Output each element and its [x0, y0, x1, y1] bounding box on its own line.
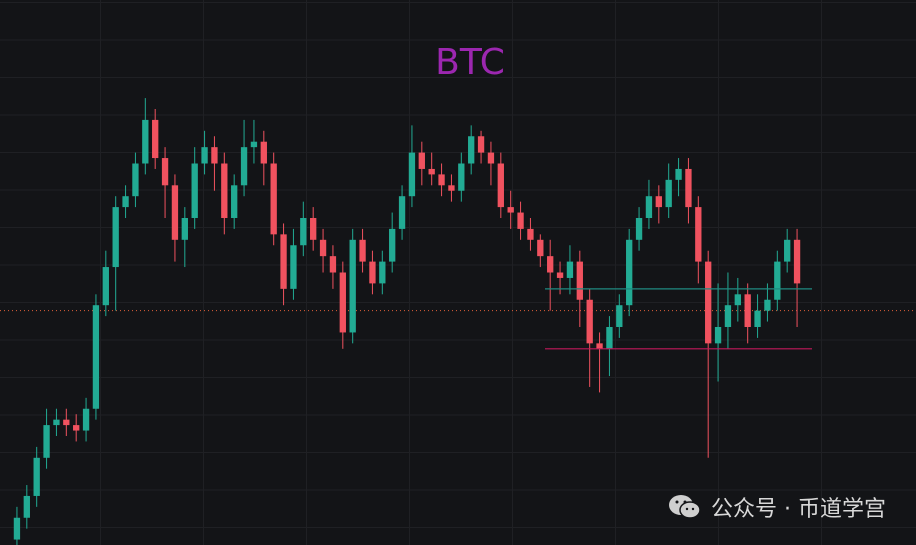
- wechat-icon: [669, 495, 701, 519]
- candle-body: [82, 408, 90, 431]
- candle-body: [43, 425, 50, 458]
- candle-body: [408, 152, 416, 197]
- candle-body: [418, 152, 425, 169]
- candle-body: [398, 196, 406, 229]
- candle-body: [379, 261, 386, 284]
- chart-title: BTC: [435, 42, 505, 83]
- candle-body: [73, 425, 80, 431]
- candle-body: [556, 272, 564, 278]
- candle-body: [270, 163, 277, 235]
- candle-body: [102, 267, 109, 306]
- candle-body: [122, 196, 129, 208]
- candle-body: [23, 495, 30, 518]
- candle-body: [280, 234, 287, 289]
- candle-body: [181, 218, 188, 240]
- candle-body: [714, 327, 722, 344]
- candle-body: [33, 457, 40, 496]
- candle-body: [428, 168, 435, 175]
- candle-body: [537, 239, 544, 257]
- candle-body: [616, 305, 623, 327]
- candle-body: [724, 305, 732, 327]
- candle-body: [695, 207, 702, 262]
- candle-body: [635, 218, 643, 240]
- candle-body: [319, 239, 327, 257]
- candle-body: [389, 228, 396, 262]
- candle-body: [250, 141, 258, 148]
- candle-body: [112, 207, 119, 268]
- candle-body: [547, 256, 554, 273]
- candle-body: [527, 228, 534, 240]
- candle-body: [665, 179, 672, 208]
- candle-body: [606, 327, 613, 349]
- candle-body: [487, 152, 495, 164]
- candle-body: [201, 147, 208, 164]
- candle-body: [754, 310, 761, 327]
- candle-body: [171, 185, 179, 240]
- candle-body: [349, 239, 356, 333]
- candle-body: [448, 185, 455, 191]
- candle-body: [290, 245, 297, 289]
- candle-body: [774, 261, 781, 300]
- candle-body: [764, 299, 771, 311]
- candle-body: [359, 239, 366, 262]
- candle-body: [92, 305, 100, 409]
- candle-body: [329, 256, 337, 273]
- candle-body: [734, 294, 741, 306]
- candle-body: [675, 168, 682, 180]
- candle-body: [310, 218, 317, 240]
- candle-body: [566, 261, 574, 278]
- candle-body: [63, 419, 70, 426]
- candle-body: [369, 261, 376, 284]
- candle-body: [300, 218, 307, 246]
- candle-body: [517, 212, 524, 229]
- candle-body: [477, 136, 485, 153]
- candle-body: [645, 196, 653, 218]
- candle-body: [191, 163, 198, 218]
- candle-body: [685, 168, 692, 208]
- candle-body: [161, 158, 169, 186]
- watermark-text: 公众号 · 币道学宫: [711, 497, 886, 522]
- candle-body: [211, 147, 218, 164]
- candle-body: [468, 136, 475, 164]
- candle-body: [576, 261, 583, 300]
- candle-body: [596, 343, 603, 349]
- candle-body: [497, 163, 504, 208]
- candle-body: [132, 163, 139, 197]
- candle-body: [793, 239, 801, 284]
- candle-body: [339, 272, 346, 333]
- candle-body: [221, 163, 228, 218]
- candle-body: [13, 517, 21, 540]
- candle-body: [438, 174, 445, 186]
- candle-body: [152, 119, 159, 159]
- candle-body: [784, 239, 791, 262]
- candle-body: [142, 119, 149, 164]
- candle-body: [260, 141, 267, 164]
- candle-body: [655, 196, 662, 208]
- candle-body: [231, 185, 238, 218]
- candle-body: [586, 299, 593, 344]
- candle-body: [240, 147, 248, 186]
- candle-body: [626, 239, 633, 306]
- candle-body: [744, 294, 751, 327]
- candle-body: [507, 207, 514, 213]
- watermark: 公众号 · 币道学宫: [667, 491, 886, 523]
- candle-body: [705, 261, 712, 344]
- candle-body: [458, 163, 465, 191]
- candle-body: [53, 419, 60, 426]
